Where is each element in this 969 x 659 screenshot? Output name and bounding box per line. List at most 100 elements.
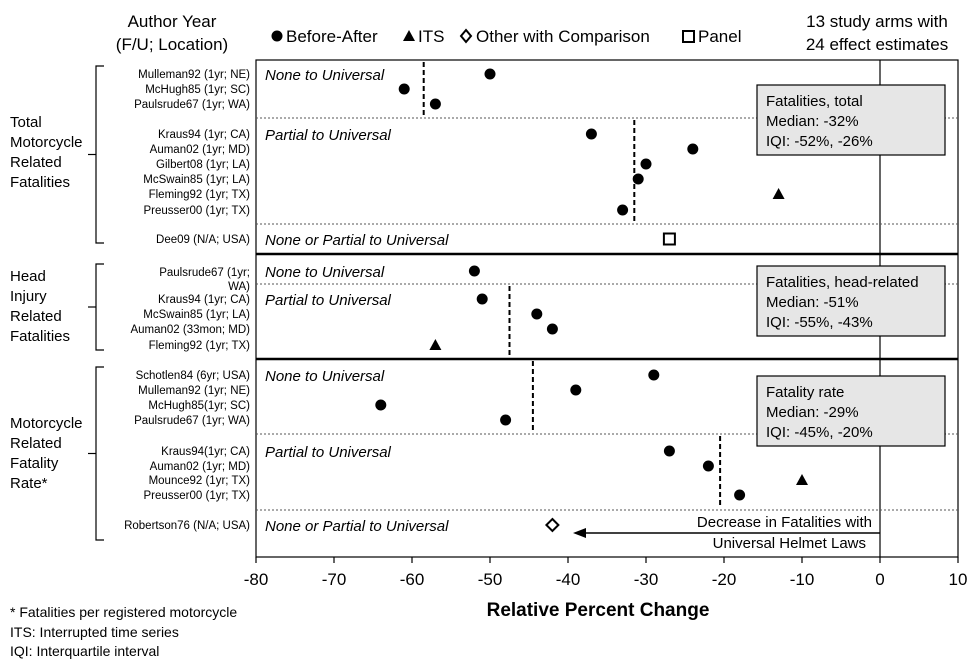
- footnote-rate: * Fatalities per registered motorcycle: [10, 604, 237, 620]
- summary-line: Fatalities, total: [766, 93, 863, 110]
- study-label: Preusser00 (1yr; TX): [143, 205, 250, 217]
- legend-circle-marker: [271, 30, 283, 42]
- group-label-line: Rate*: [10, 475, 48, 492]
- study-label: WA): [228, 281, 250, 293]
- data-point-before-after: [468, 265, 480, 277]
- data-point-before-after: [663, 445, 675, 457]
- data-point-before-after: [702, 460, 714, 472]
- study-label: Dee09 (N/A; USA): [156, 234, 250, 246]
- plot-frame: [255, 59, 959, 558]
- study-label: Preusser00 (1yr; TX): [143, 490, 250, 502]
- study-label: Schotlen84 (6yr; USA): [136, 370, 251, 382]
- study-label: McHugh85(1yr; SC): [148, 400, 250, 412]
- study-label: Paulsrude67 (1yr;: [159, 267, 250, 279]
- study-label: Mounce92 (1yr; TX): [149, 475, 251, 487]
- x-tick-label: 10: [949, 570, 968, 589]
- legend-label-before-after: Before-After: [286, 27, 378, 46]
- summary-line: IQI: -55%, -43%: [766, 314, 873, 331]
- subgroup-label: Partial to Universal: [265, 444, 392, 461]
- decrease-arrow-head: [573, 528, 586, 538]
- subgroup-label: None or Partial to Universal: [265, 518, 449, 535]
- x-tick-label: 0: [875, 570, 884, 589]
- summary-box: [756, 84, 946, 156]
- study-label: Fleming92 (1yr; TX): [149, 340, 251, 352]
- group-bracket: [95, 263, 104, 351]
- summary-line: Fatality rate: [766, 384, 844, 401]
- group-label-line: Total: [10, 114, 42, 131]
- data-point-before-after: [546, 323, 558, 335]
- data-point-its: [772, 188, 785, 199]
- study-label: Auman02 (1yr; MD): [150, 144, 251, 156]
- x-tick-label: -50: [478, 570, 503, 589]
- study-label: Kraus94 (1yr; CA): [158, 129, 250, 141]
- study-label: Mulleman92 (1yr; NE): [138, 385, 250, 397]
- group-label-line: Fatality: [10, 455, 59, 472]
- x-tick-label: -10: [790, 570, 815, 589]
- data-point-before-after: [640, 158, 652, 170]
- subgroup-label: None to Universal: [265, 264, 385, 281]
- author-col-header-line2: (F/U; Location): [116, 35, 228, 54]
- study-count-line1: 13 study arms with: [806, 12, 948, 31]
- data-point-before-after: [570, 384, 582, 396]
- legend: Before-After ITS Other with Comparison P…: [271, 27, 741, 46]
- x-tick-label: -70: [322, 570, 347, 589]
- study-label: Kraus94 (1yr; CA): [158, 294, 250, 306]
- data-point-before-after: [648, 369, 660, 381]
- data-point-before-after: [429, 98, 441, 110]
- group-label-line: Fatalities: [10, 174, 70, 191]
- summary-box: [756, 375, 946, 447]
- summary-box: [756, 265, 946, 337]
- study-label: Auman02 (33mon; MD): [130, 324, 250, 336]
- legend-label-panel: Panel: [698, 27, 741, 46]
- legend-label-other-comparison: Other with Comparison: [476, 27, 650, 46]
- legend-diamond-marker: [459, 28, 473, 44]
- x-tick-label: -20: [712, 570, 737, 589]
- x-tick-label: -40: [556, 570, 581, 589]
- summary-line: Median: -32%: [766, 113, 859, 130]
- group-label-line: Related: [10, 308, 62, 325]
- data-point-before-after: [585, 128, 597, 140]
- plot-area: -80 -70 -60 -50 -40 -30 -20 -10 0 10 Total Motorcyc…: [10, 59, 968, 589]
- group-label-line: Head: [10, 268, 46, 285]
- summary-line: Fatalities, head-related: [766, 274, 919, 291]
- x-tick-label: -60: [400, 570, 425, 589]
- data-point-before-after: [687, 143, 699, 155]
- subgroup-label: None to Universal: [265, 368, 385, 385]
- group-label-line: Related: [10, 435, 62, 452]
- x-tick-label: -30: [634, 570, 659, 589]
- data-point-before-after: [484, 68, 496, 80]
- subgroup-label: Partial to Universal: [265, 292, 392, 309]
- group-label-line: Injury: [10, 288, 47, 305]
- summary-line: Median: -51%: [766, 294, 859, 311]
- data-point-its: [429, 339, 442, 350]
- footnote-its: ITS: Interrupted time series: [10, 624, 179, 640]
- footnote-iqi: IQI: Interquartile interval: [10, 643, 159, 659]
- data-point-other-comparison: [544, 517, 560, 533]
- legend-triangle-marker: [403, 30, 415, 41]
- arrow-note-line1: Decrease in Fatalities with: [697, 514, 872, 531]
- data-point-before-after: [398, 83, 410, 95]
- subgroup-label: Partial to Universal: [265, 127, 392, 144]
- data-point-before-after: [500, 414, 512, 426]
- group-bracket: [95, 65, 104, 244]
- summary-line: IQI: -52%, -26%: [766, 133, 873, 150]
- x-axis-title: Relative Percent Change: [487, 600, 710, 621]
- study-label: Paulsrude67 (1yr; WA): [134, 415, 250, 427]
- summary-line: IQI: -45%, -20%: [766, 424, 873, 441]
- group-label-line: Motorcycle: [10, 134, 83, 151]
- summary-line: Median: -29%: [766, 404, 859, 421]
- group-label-line: Fatalities: [10, 328, 70, 345]
- data-point-before-after: [734, 489, 746, 501]
- study-label: Gilbert08 (1yr; LA): [156, 159, 250, 171]
- author-col-header-line1: Author Year: [128, 12, 217, 31]
- study-label: McSwain85 (1yr; LA): [143, 309, 250, 321]
- study-label: Robertson76 (N/A; USA): [124, 520, 250, 532]
- study-label: Fleming92 (1yr; TX): [149, 189, 251, 201]
- data-point-before-after: [476, 293, 488, 305]
- group-label-line: Related: [10, 154, 62, 171]
- study-label: McSwain85 (1yr; LA): [143, 174, 250, 186]
- group-bracket: [95, 366, 104, 541]
- data-point-before-after: [617, 204, 629, 216]
- legend-label-its: ITS: [418, 27, 444, 46]
